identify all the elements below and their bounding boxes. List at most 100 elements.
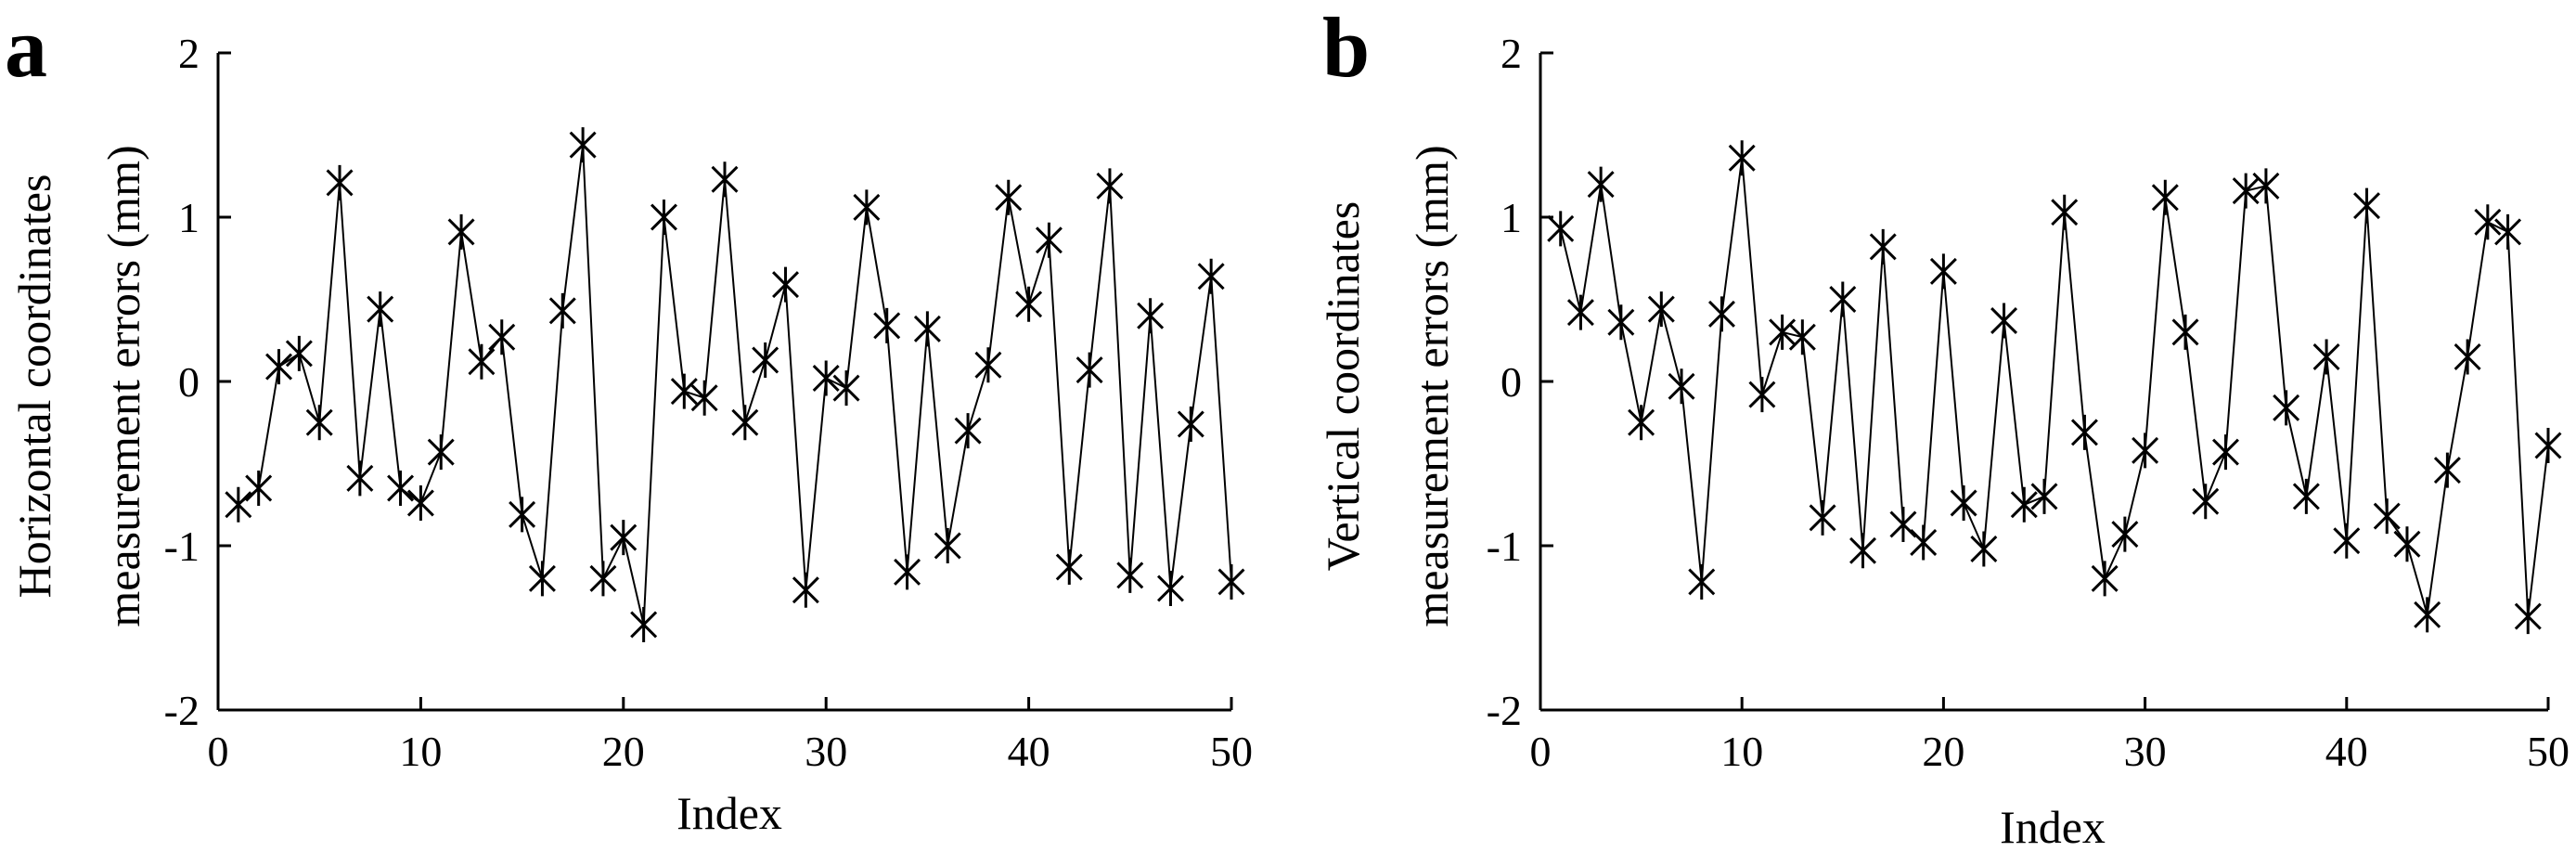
panel-a-data-point [367, 291, 394, 328]
panel-b-data-point [1707, 296, 1735, 332]
panel-a-data-point [853, 189, 881, 226]
panel-b-x-tick-label: 40 [2325, 728, 2368, 775]
panel-a-data-point [447, 213, 475, 250]
panel-b-data-point [1628, 405, 1655, 441]
panel-a-data-point [792, 572, 819, 608]
panel-b-series-line [1559, 158, 2549, 617]
panel-a-data-point [406, 484, 434, 521]
panel-b-data-point [2373, 498, 2401, 535]
panel-a-data-point [1035, 222, 1063, 258]
panel-a-y-axis-title-line-2: measurement errors (mm) [97, 145, 149, 626]
panel-a-data-point [346, 460, 374, 497]
panel-a-data-point [1156, 571, 1184, 607]
panel-a-y-tick-label: -2 [164, 687, 200, 734]
panel-a-data-point [690, 380, 718, 416]
panel-a-y-axis-title: Horizontal coordinates measurement error… [8, 145, 149, 626]
panel-a-data-point [1116, 557, 1144, 593]
panel-b-data-point [2433, 452, 2461, 488]
panel-b-x-tick-label: 20 [1922, 728, 1964, 775]
panel-a-data-point [752, 342, 779, 378]
panel-b-data-point [1869, 228, 1897, 265]
panel-a-data-point [1075, 352, 1103, 388]
panel-b-data-point [2211, 434, 2239, 471]
panel-a-data-point [488, 319, 516, 355]
panel-b-data-point [1587, 166, 1615, 202]
panel-b-data-point [1688, 563, 1716, 600]
panel-a-data-point [913, 311, 941, 347]
panel-a-x-tick-label: 10 [399, 728, 442, 775]
panel-b-data-point [2312, 339, 2340, 375]
panel-b-data-point [1849, 533, 1877, 569]
panel-b-data-point [2353, 187, 2381, 224]
panel-b-x-tick-label: 10 [1720, 728, 1763, 775]
panel-b-data-point [2292, 478, 2320, 514]
panel-a-data-point [1217, 563, 1245, 600]
panel-a-data-point [1055, 549, 1083, 586]
panel-a-x-tick-label: 0 [208, 728, 229, 775]
panel-b-data-point [2192, 484, 2220, 520]
panel-b-x-tick-label: 30 [2124, 728, 2167, 775]
panel-a-data-point [630, 606, 658, 642]
panel-b-x-tick-label: 50 [2527, 728, 2570, 775]
panel-b-y-tick-label: -2 [1487, 687, 1522, 734]
panel-b-data-point [1566, 294, 1594, 330]
panel-b-data-point [1990, 303, 2018, 339]
panel-b-data-point [1769, 314, 1797, 350]
panel-a-y-tick-label: 2 [178, 30, 200, 77]
panel-a-data-point [245, 471, 273, 507]
panel-b-data-point [2252, 168, 2280, 204]
panel-b-y-axis-title: Vertical coordinates measurement errors … [1317, 145, 1458, 626]
panel-a-data-point [995, 179, 1023, 215]
panel-a-y-tick-label: 0 [178, 358, 200, 406]
panel-a-data-point [548, 292, 576, 329]
panel-b-data-point [2091, 561, 2119, 597]
panel-b-y-tick-label: 0 [1501, 358, 1522, 406]
panel-b-data-point [1547, 211, 1575, 247]
panel-a-y-axis-title-line-1: Horizontal coordinates [8, 174, 60, 599]
panel-b-y-axis-title-line-1: Vertical coordinates [1317, 201, 1369, 571]
panel-b-data-point [2514, 599, 2542, 635]
panel-b-y-axis-title-line-2: measurement errors (mm) [1406, 145, 1458, 626]
panel-a-data-point [1137, 298, 1165, 334]
panel-a-data-point [670, 373, 698, 409]
panel-a-letter: a [5, 0, 47, 95]
panel-a-data-point [731, 405, 759, 441]
panel-a-data-point [1096, 168, 1124, 204]
panel-a-data-point [509, 497, 536, 533]
panel-b-data-point [2494, 213, 2522, 250]
panel-b-data-point [1668, 368, 1695, 405]
panel-b-data-point [2454, 339, 2481, 375]
panel-a-x-tick-label: 50 [1210, 728, 1253, 775]
panel-a-data-point [934, 528, 961, 563]
panel-a-data-point [569, 127, 597, 163]
panel-b-data-point [1728, 140, 1756, 176]
panel-b-data-point [1950, 484, 1977, 521]
panel-a-x-tick-label: 20 [602, 728, 645, 775]
panel-b-data-point [1970, 531, 1998, 567]
panel-b-data-point [2232, 173, 2260, 209]
panel-a-data-point [650, 200, 677, 235]
panel-a-data-point [1177, 407, 1204, 443]
panel-a-data-point [225, 486, 252, 523]
panel-b-y-tick-label: 2 [1501, 30, 1522, 77]
panel-a-data-point [305, 405, 333, 441]
panel-b-data-point [1929, 253, 1957, 290]
panel-b-data-point [2132, 432, 2159, 469]
panel-a-data-point [812, 360, 840, 396]
panel-b-data-point [1748, 377, 1776, 413]
panel-b-letter: b [1322, 0, 1370, 95]
panel-a-data-point [610, 520, 638, 556]
panel-a-data-point [1015, 286, 1043, 322]
panel-a-data-point [772, 266, 800, 303]
panel-a-data-point [387, 471, 415, 507]
panel-b-data-point [1910, 524, 1938, 561]
panel-a-x-axis-title: Index [676, 787, 782, 839]
panel-a-data-point [427, 434, 455, 471]
panel-b-data-point [2393, 526, 2421, 562]
panel-a-data-point [894, 554, 921, 590]
panel-b: b Vertical coordinates measurement error… [1317, 0, 2570, 852]
panel-a: a Horizontal coordinates measurement err… [5, 0, 1253, 839]
panel-b-x-tick-label: 0 [1530, 728, 1552, 775]
panel-a-y-tick-label: -1 [164, 523, 200, 570]
